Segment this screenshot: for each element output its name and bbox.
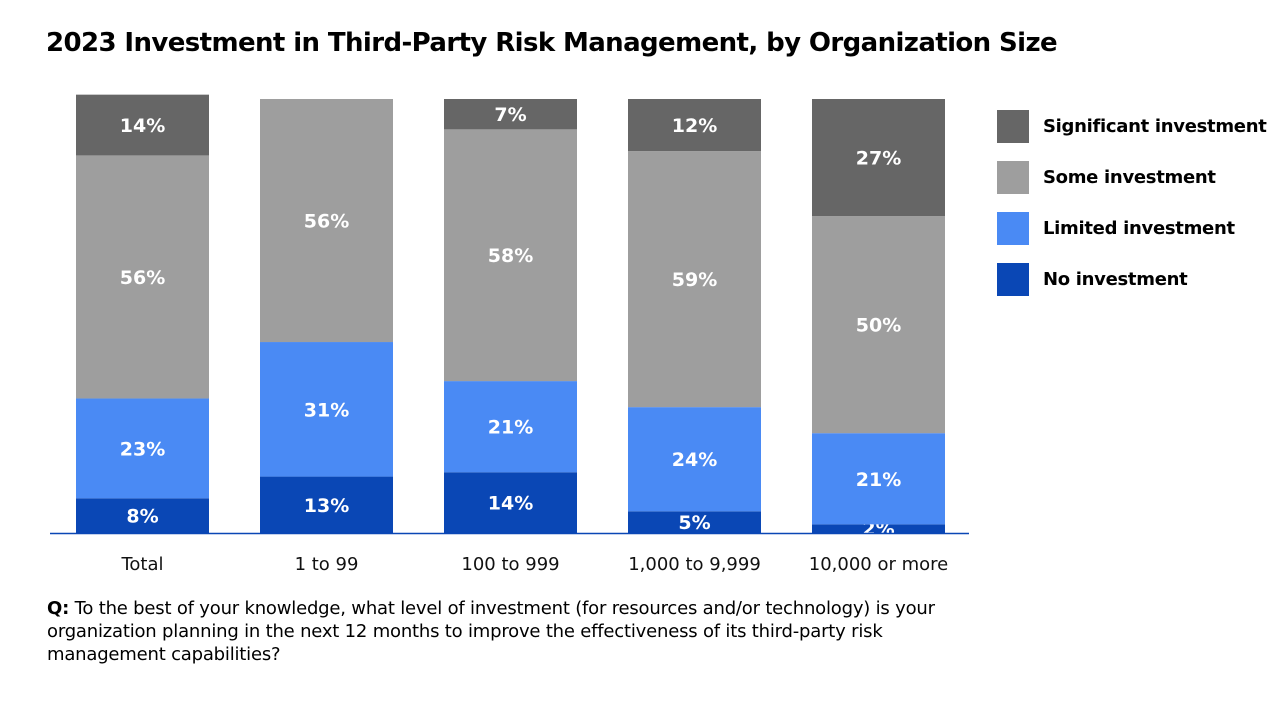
data-label-significant-investment-1-000-to-9-999: 12% (672, 115, 717, 137)
bar-segment-limited-investment-1-000-to-9-999 (628, 407, 761, 512)
question-prefix: Q: (47, 598, 70, 619)
bar-segment-significant-investment-10-000-or-more (812, 99, 945, 217)
data-label-no-investment-total: 8% (126, 506, 158, 528)
legend-item-no-investment: No investment (997, 263, 1267, 296)
category-label-100-to-999: 100 to 999 (461, 554, 559, 575)
bar-segment-no-investment-1-000-to-9-999 (628, 511, 761, 533)
bar-segment-some-investment-100-to-999 (444, 129, 577, 382)
bar-segment-limited-investment-10-000-or-more (812, 433, 945, 525)
bar-segment-no-investment-1-to-99 (260, 476, 393, 533)
bar-segment-no-investment-total (76, 498, 209, 533)
data-label-limited-investment-1-000-to-9-999: 24% (672, 449, 717, 471)
data-label-some-investment-10-000-or-more: 50% (856, 315, 901, 337)
legend-swatch-limited-investment (997, 212, 1029, 245)
data-label-some-investment-1-000-to-9-999: 59% (672, 269, 717, 291)
category-label-1-000-to-9-999: 1,000 to 9,999 (628, 554, 761, 575)
legend-item-significant-investment: Significant investment (997, 110, 1267, 143)
legend-label-some-investment: Some investment (1043, 167, 1216, 188)
data-label-limited-investment-total: 23% (120, 438, 165, 460)
legend-label-significant-investment: Significant investment (1043, 116, 1267, 137)
data-label-limited-investment-100-to-999: 21% (488, 417, 533, 439)
data-label-limited-investment-1-to-99: 31% (304, 399, 349, 421)
bar-segment-some-investment-10-000-or-more (812, 216, 945, 434)
category-label-1-to-99: 1 to 99 (295, 554, 359, 575)
bar-segment-significant-investment-100-to-999 (444, 99, 577, 130)
legend-swatch-no-investment (997, 263, 1029, 296)
bar-segment-significant-investment-total (76, 94, 209, 156)
bar-segment-some-investment-1-000-to-9-999 (628, 151, 761, 408)
legend-item-limited-investment: Limited investment (997, 212, 1267, 245)
bar-segment-significant-investment-1-000-to-9-999 (628, 99, 761, 152)
legend-label-limited-investment: Limited investment (1043, 218, 1235, 239)
bar-segment-some-investment-1-to-99 (260, 99, 393, 343)
category-label-10-000-or-more: 10,000 or more (809, 554, 948, 575)
bar-segment-no-investment-10-000-or-more (812, 524, 945, 533)
bar-segment-some-investment-total (76, 155, 209, 399)
data-label-no-investment-1-to-99: 13% (304, 495, 349, 517)
bar-segment-limited-investment-100-to-999 (444, 381, 577, 473)
data-label-no-investment-100-to-999: 14% (488, 493, 533, 515)
data-label-significant-investment-100-to-999: 7% (494, 104, 526, 126)
bar-segment-limited-investment-total (76, 398, 209, 499)
category-label-total: Total (120, 554, 163, 575)
data-label-some-investment-100-to-999: 58% (488, 245, 533, 267)
legend-swatch-significant-investment (997, 110, 1029, 143)
chart-title: 2023 Investment in Third-Party Risk Mana… (46, 28, 1058, 58)
data-label-no-investment-1-000-to-9-999: 5% (678, 512, 710, 534)
survey-question: Q: To the best of your knowledge, what l… (47, 597, 947, 666)
data-label-significant-investment-10-000-or-more: 27% (856, 148, 901, 170)
legend-label-no-investment: No investment (1043, 269, 1188, 290)
legend: Significant investment Some investment L… (997, 110, 1267, 314)
data-label-some-investment-total: 56% (120, 267, 165, 289)
bar-segment-no-investment-100-to-999 (444, 472, 577, 533)
question-text: To the best of your knowledge, what leve… (47, 598, 935, 665)
data-label-significant-investment-total: 14% (120, 115, 165, 137)
data-label-some-investment-1-to-99: 56% (304, 211, 349, 233)
legend-swatch-some-investment (997, 161, 1029, 194)
legend-item-some-investment: Some investment (997, 161, 1267, 194)
bar-segment-limited-investment-1-to-99 (260, 342, 393, 477)
data-label-limited-investment-10-000-or-more: 21% (856, 469, 901, 491)
